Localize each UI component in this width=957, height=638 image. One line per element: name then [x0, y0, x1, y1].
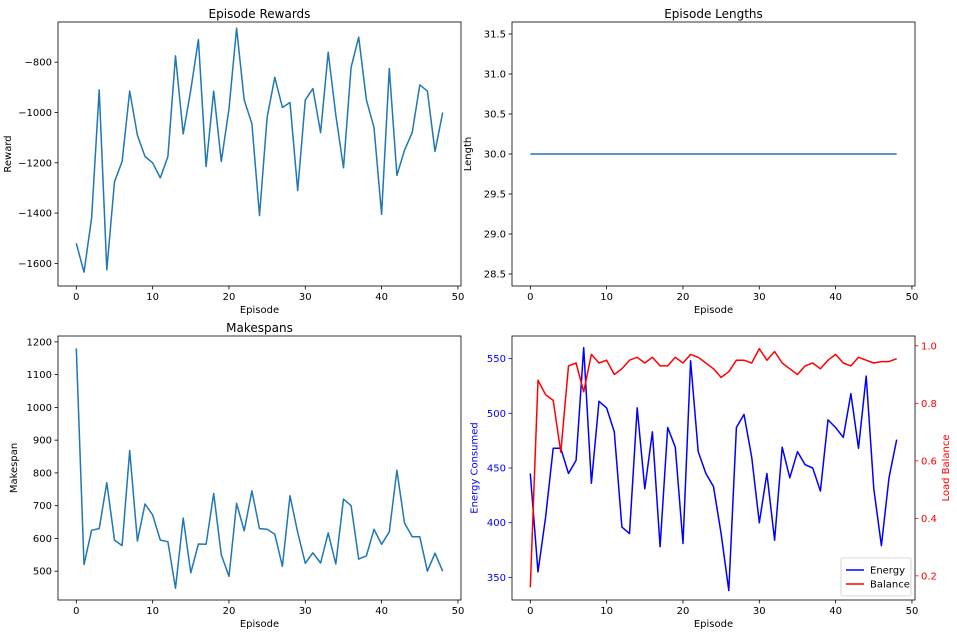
y-tick-label: 700	[33, 501, 52, 512]
chart-title: Episode Rewards	[209, 7, 311, 21]
y-tick-label: 28.5	[484, 270, 506, 281]
x-tick-label: 50	[906, 292, 919, 303]
x-tick-label: 0	[527, 292, 533, 303]
plot-frame	[57, 21, 462, 287]
subplot-3: 0 10 20 30 40 50 500 600 700 800 900 1000 1100 1200 Ma…	[9, 321, 464, 630]
series-line-makespan	[75, 348, 444, 589]
chart-title: Makespans	[226, 321, 293, 335]
series-line-reward	[75, 27, 444, 273]
legend-label-balance: Balance	[870, 580, 910, 591]
y-tick-label: −1200	[18, 158, 52, 169]
y-right-tick-label: 0.6	[921, 456, 937, 467]
y-axis-label: Makespan	[9, 443, 20, 493]
chart-title: Episode Lengths	[664, 7, 763, 21]
y-tick-label: 30.0	[484, 150, 506, 161]
subplot-2: 0 10 20 30 40 50 28.5 29.0 29.5 30.0 30.5 31.0 31.5 E…	[463, 7, 918, 316]
y-tick-label: 500	[487, 409, 506, 420]
y-right-tick-label: 0.8	[921, 399, 937, 410]
x-tick-label: 20	[677, 606, 690, 617]
x-tick-label: 0	[527, 606, 533, 617]
x-axis-label: Episode	[240, 619, 279, 630]
y-tick-label: 30.5	[484, 110, 506, 121]
y-tick-label: 500	[33, 567, 52, 578]
x-tick-label: 10	[146, 606, 159, 617]
x-tick-label: 50	[906, 606, 919, 617]
x-axis-label: Episode	[694, 619, 733, 630]
y-tick-label: 450	[487, 464, 506, 475]
y-tick-label: 29.5	[484, 190, 506, 201]
y-tick-label: 550	[487, 354, 506, 365]
legend-label-energy: Energy	[870, 566, 905, 577]
x-tick-label: 0	[73, 292, 79, 303]
x-tick-label: 40	[375, 292, 388, 303]
x-tick-label: 10	[600, 606, 613, 617]
y-tick-label: 400	[487, 518, 506, 529]
x-tick-label: 10	[146, 292, 159, 303]
y-axis-label: Reward	[3, 135, 14, 172]
y-tick-label: −1400	[18, 209, 52, 220]
subplot-1: 0 10 20 30 40 50 −1600 −1400 −1200 −1000 −800 Episo…	[3, 7, 464, 316]
y-right-tick-label: 0.2	[921, 571, 937, 582]
y-right-axis-label: Load Balance	[941, 434, 952, 501]
y-tick-label: 31.5	[484, 30, 506, 41]
x-tick-label: 20	[677, 292, 690, 303]
y-tick-label: 900	[33, 436, 52, 447]
y-tick-label: 1000	[27, 403, 52, 414]
x-tick-label: 50	[452, 292, 465, 303]
y-axis-label: Energy Consumed	[469, 422, 480, 513]
y-tick-label: −1000	[18, 108, 52, 119]
x-tick-label: 30	[753, 292, 766, 303]
series-line-balance	[529, 347, 897, 588]
y-tick-label: 1200	[27, 337, 52, 348]
x-axis-label: Episode	[694, 305, 733, 316]
y-tick-label: 1100	[27, 370, 52, 381]
x-tick-label: 40	[829, 292, 842, 303]
x-tick-label: 0	[73, 606, 79, 617]
x-axis-label: Episode	[240, 305, 279, 316]
y-axis-label: Length	[463, 137, 474, 172]
x-tick-label: 30	[753, 606, 766, 617]
y-tick-label: −1600	[18, 259, 52, 270]
y-tick-label: 31.0	[484, 70, 506, 81]
y-right-tick-label: 0.4	[921, 514, 937, 525]
x-tick-label: 30	[299, 606, 312, 617]
x-tick-label: 50	[452, 606, 465, 617]
y-tick-label: 600	[33, 534, 52, 545]
y-right-tick-label: 1.0	[921, 341, 937, 352]
x-tick-label: 40	[375, 606, 388, 617]
y-tick-label: 350	[487, 573, 506, 584]
subplot-4: 0 10 20 30 40 50 350 400 450 500 550 0.2 0.4 0.6 0.8 1.…	[469, 335, 952, 630]
y-tick-label: 29.0	[484, 230, 506, 241]
legend-box	[840, 557, 912, 597]
x-tick-label: 20	[223, 292, 236, 303]
x-tick-label: 40	[829, 606, 842, 617]
x-tick-label: 30	[299, 292, 312, 303]
x-tick-label: 20	[223, 606, 236, 617]
plot-frame	[57, 335, 462, 601]
series-line-energy	[529, 346, 898, 592]
y-tick-label: −800	[25, 58, 52, 69]
x-tick-label: 10	[600, 292, 613, 303]
y-tick-label: 800	[33, 468, 52, 479]
legend: Energy Balance	[840, 557, 912, 597]
